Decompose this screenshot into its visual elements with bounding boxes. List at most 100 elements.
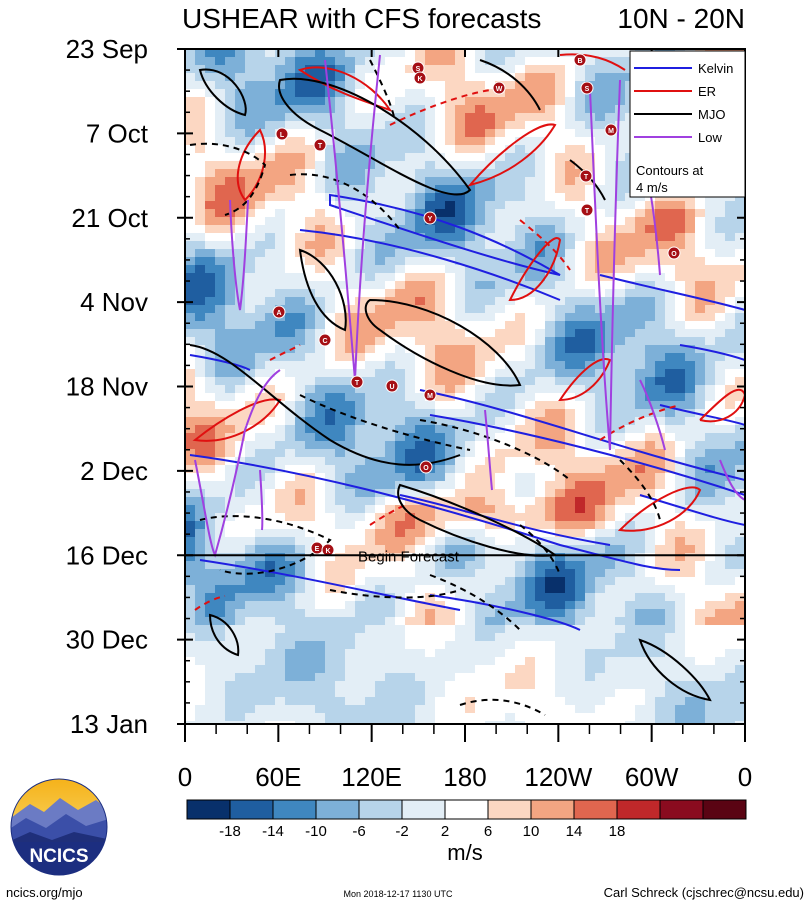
storm-marker-symbol xyxy=(604,123,618,137)
kelvin-contour-6 xyxy=(189,454,681,571)
x-tick-label-6: 0 xyxy=(738,762,752,792)
storm-marker-label: Y xyxy=(428,216,433,223)
x-tick-label-0: 0 xyxy=(178,762,192,792)
legend-box xyxy=(629,50,746,198)
storm-marker-symbol xyxy=(580,81,594,95)
storm-marker-label: K xyxy=(417,76,422,83)
x-tick-label-1: 60E xyxy=(255,762,301,792)
storm-marker-3: S xyxy=(580,81,594,95)
mjo-contour-19 xyxy=(619,459,661,521)
legend-note-line2: 4 m/s xyxy=(636,180,668,195)
storm-marker-symbol xyxy=(492,81,506,95)
mjo-contour-2 xyxy=(298,248,347,332)
storm-marker-14: O xyxy=(419,460,433,474)
kelvin-contour-9 xyxy=(399,494,611,546)
kelvin-contour-4 xyxy=(419,389,745,481)
low-contour-6 xyxy=(484,409,493,491)
mjo-contour-15 xyxy=(199,515,332,575)
storm-marker-4: M xyxy=(604,123,618,137)
storm-marker-symbol xyxy=(423,388,437,402)
storm-marker-2: B xyxy=(573,53,587,67)
kelvin-contour-7 xyxy=(199,559,461,611)
low-contour-4 xyxy=(639,379,666,451)
colorbar-tick-label-9: 18 xyxy=(609,823,626,840)
footer-right: Carl Schreck (cjschrec@ncsu.edu) xyxy=(604,885,804,900)
storm-marker-symbol xyxy=(580,203,594,217)
legend-entry-er: ER xyxy=(634,84,716,99)
y-tick-label-6: 16 Dec xyxy=(66,540,148,570)
mjo-contour-4 xyxy=(189,344,461,466)
storm-marker-label: S xyxy=(585,86,590,93)
storm-marker-label: M xyxy=(608,128,614,135)
storm-marker-symbol xyxy=(275,127,289,141)
y-tick-label-4: 18 Nov xyxy=(66,372,148,402)
y-tick-label-2: 21 Oct xyxy=(71,203,148,233)
legend-label-er: ER xyxy=(698,84,716,99)
storm-marker-13: M xyxy=(423,388,437,402)
chart-title: USHEAR with CFS forecasts xyxy=(182,3,541,34)
er-contour-5 xyxy=(192,398,282,442)
colorbar-swatch-4 xyxy=(358,799,403,820)
y-tick-label-0: 23 Sep xyxy=(66,34,148,64)
x-axis: 0 60E 120E 180 120W 60W 0 xyxy=(178,49,752,792)
colorbar-swatch-3 xyxy=(315,799,360,820)
storm-marker-label: U xyxy=(389,384,394,391)
storm-marker-label: A xyxy=(276,310,281,317)
storm-marker-label: T xyxy=(584,174,589,181)
contour-layer xyxy=(189,53,745,716)
colorbar-tick-label-8: 14 xyxy=(566,823,583,840)
low-contour-8 xyxy=(649,189,661,276)
mjo-contour-3 xyxy=(364,298,522,387)
storm-marker-symbol xyxy=(350,375,364,389)
y-tick-label-8: 13 Jan xyxy=(70,709,148,739)
mjo-contour-0 xyxy=(198,68,247,117)
storm-marker-symbol xyxy=(667,246,681,260)
legend-entry-kelvin: Kelvin xyxy=(634,61,733,76)
low-contour-7 xyxy=(259,469,264,531)
storm-marker-7: Y xyxy=(423,211,437,225)
kelvin-contour-10 xyxy=(639,494,745,526)
storm-marker-18: T xyxy=(580,203,594,217)
er-contour-6 xyxy=(617,486,702,532)
mjo-contour-6 xyxy=(208,613,240,657)
storm-marker-5: T xyxy=(313,138,327,152)
mjo-contour-12 xyxy=(299,394,471,451)
storm-marker-symbol xyxy=(313,138,327,152)
colorbar-swatch-5 xyxy=(401,799,446,820)
kelvin-contour-3 xyxy=(189,354,251,371)
colorbar-tick-label-7: 10 xyxy=(523,823,540,840)
low-contour-5 xyxy=(719,459,745,501)
footer-left: ncics.org/mjo xyxy=(6,885,83,900)
storm-marker-label: T xyxy=(355,380,360,387)
low-contour-1 xyxy=(229,199,249,311)
logo-text: NCICS xyxy=(29,846,88,867)
colorbar-tick-label-5: 2 xyxy=(441,823,449,840)
footer-center: Mon 2018-12-17 1130 UTC xyxy=(344,889,453,899)
begin-forecast-label: Begin Forecast xyxy=(358,548,460,565)
storm-marker-label: O xyxy=(423,465,429,472)
y-tick-label-3: 4 Nov xyxy=(80,287,148,317)
storm-marker-10: C xyxy=(318,333,332,347)
legend-note-line1: Contours at xyxy=(636,163,704,178)
mjo-contour-14 xyxy=(429,574,521,631)
mjo-contour-11 xyxy=(289,173,401,231)
colorbar-swatch-12 xyxy=(702,799,747,820)
legend-label-mjo: MJO xyxy=(698,107,725,122)
er-contour-10 xyxy=(599,404,681,441)
x-tick-label-2: 120E xyxy=(341,762,402,792)
storm-marker-symbol xyxy=(385,379,399,393)
er-contour-2 xyxy=(467,123,557,187)
storm-marker-6: T xyxy=(579,169,593,183)
mjo-contour-8 xyxy=(479,59,541,111)
mjo-contour-10 xyxy=(189,142,267,216)
storm-marker-8: O xyxy=(667,246,681,260)
storm-marker-label: S xyxy=(416,66,421,73)
mjo-contour-7 xyxy=(638,638,712,702)
colorbar-tick-label-3: -6 xyxy=(352,823,365,840)
mjo-contour-1 xyxy=(278,77,472,196)
y-tick-label-5: 2 Dec xyxy=(80,456,148,486)
legend-entry-mjo: MJO xyxy=(634,107,725,122)
storm-marker-symbol xyxy=(573,53,587,67)
storm-marker-16: K xyxy=(321,543,335,557)
